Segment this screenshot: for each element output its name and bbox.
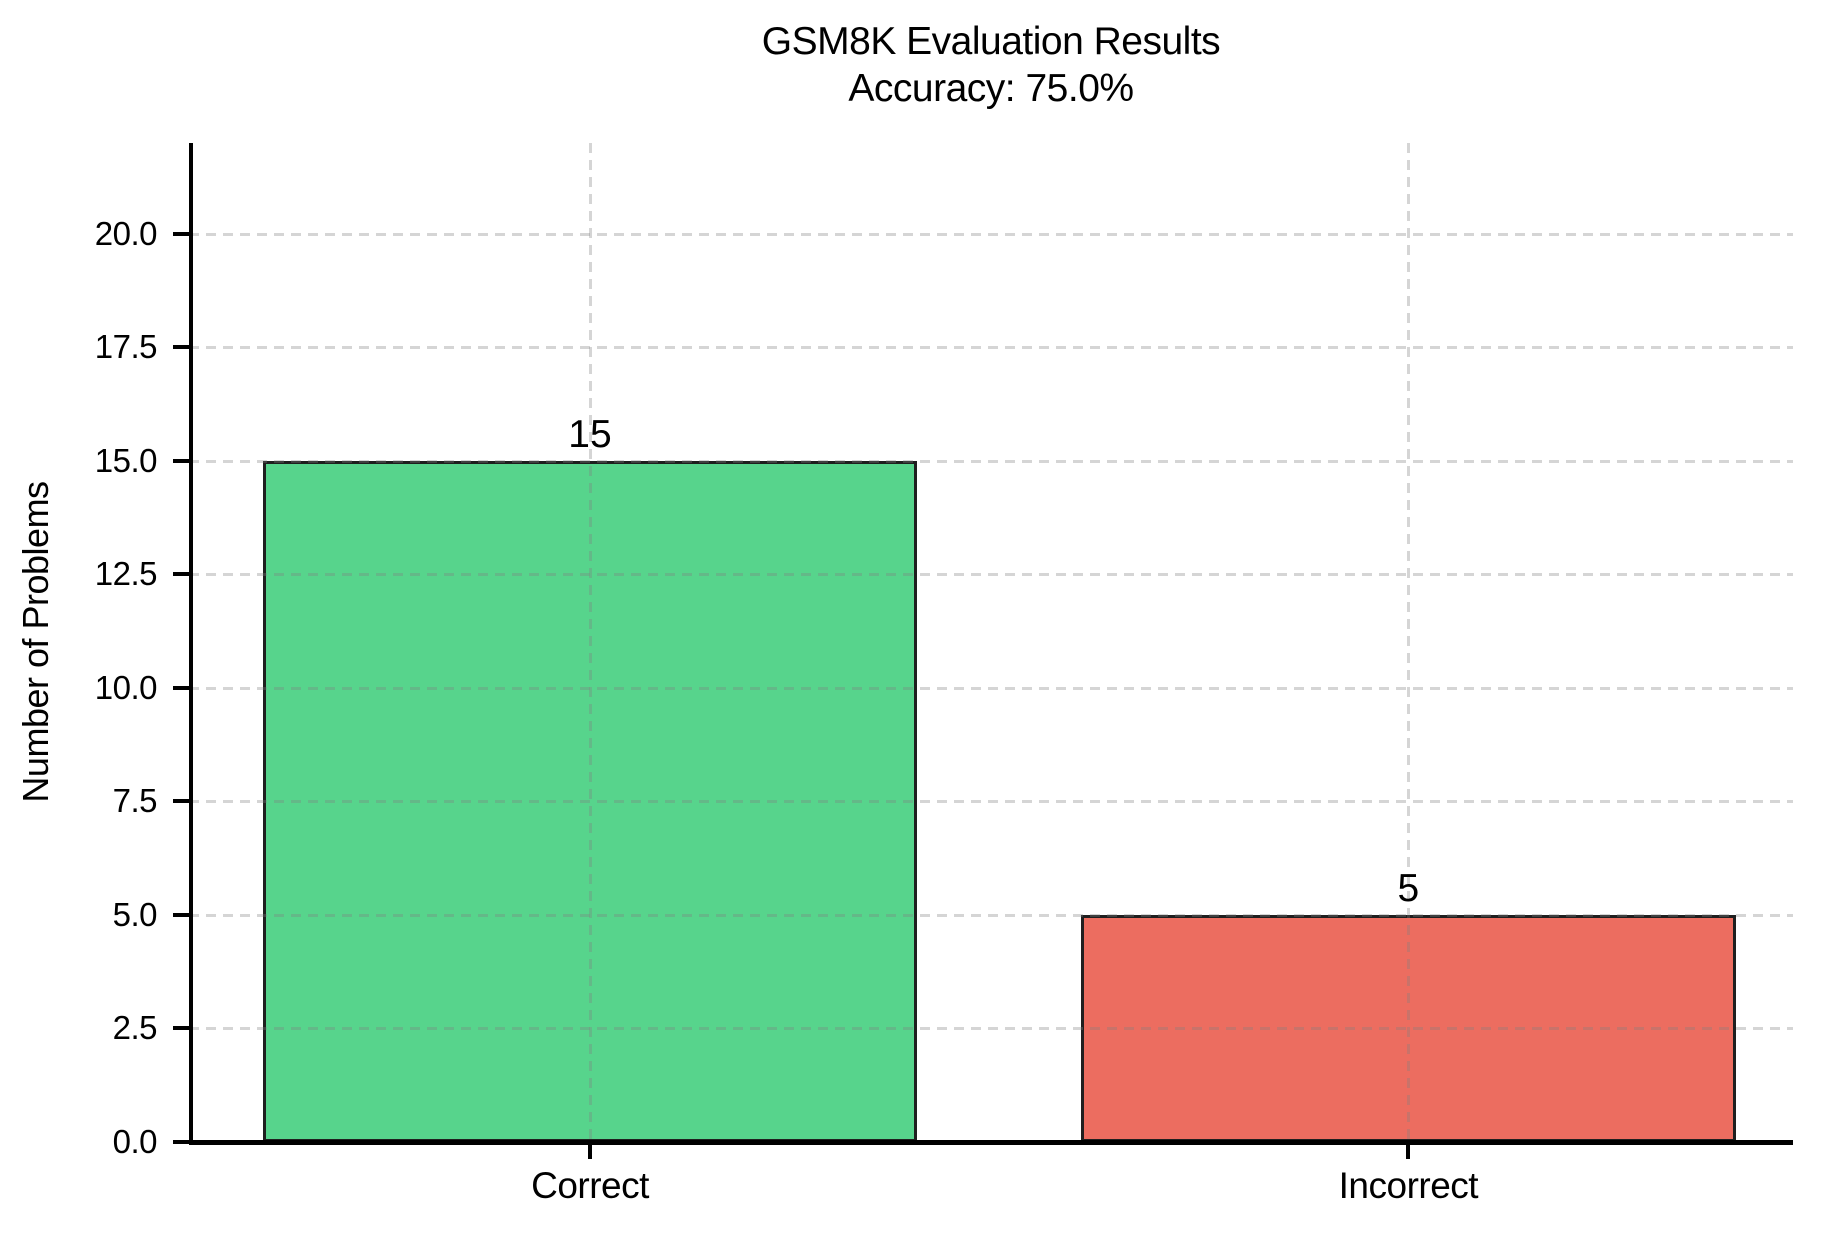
gridline-y-17.5 bbox=[189, 346, 1793, 350]
y-tick-label: 12.5 bbox=[94, 555, 158, 593]
gridline-x-incorrect bbox=[1407, 143, 1411, 1142]
y-tick-7.5 bbox=[173, 799, 189, 804]
y-tick-label: 2.5 bbox=[112, 1009, 158, 1047]
gridline-y-5 bbox=[189, 913, 1793, 917]
y-axis-spine bbox=[189, 143, 193, 1144]
y-tick-label: 0.0 bbox=[112, 1123, 158, 1160]
gridline-y-20 bbox=[189, 232, 1793, 236]
gridline-y-15 bbox=[189, 459, 1793, 463]
y-tick-20 bbox=[173, 231, 189, 236]
gridline-y-10 bbox=[189, 686, 1793, 690]
x-tick-incorrect bbox=[1406, 1145, 1411, 1159]
bar-value-label-correct: 15 bbox=[568, 412, 612, 456]
gridline-x-correct bbox=[589, 143, 592, 1142]
x-axis-spine bbox=[189, 1140, 1793, 1145]
y-tick-label: 17.5 bbox=[94, 328, 158, 366]
bar-incorrect bbox=[1081, 914, 1736, 1142]
gridline-y-2.5 bbox=[189, 1027, 1793, 1031]
y-tick-label: 5.0 bbox=[112, 895, 158, 933]
y-tick-10 bbox=[173, 685, 189, 690]
chart-subtitle: Accuracy: 75.0% bbox=[848, 67, 1134, 110]
y-tick-2.5 bbox=[173, 1026, 189, 1031]
x-tick-label-incorrect: Incorrect bbox=[1338, 1165, 1479, 1206]
y-tick-15 bbox=[173, 458, 189, 463]
y-tick-label: 7.5 bbox=[112, 782, 158, 820]
x-tick-correct bbox=[588, 1145, 592, 1159]
y-tick-label: 15.0 bbox=[94, 441, 158, 479]
bar-value-label-incorrect: 5 bbox=[1397, 866, 1420, 910]
y-tick-12.5 bbox=[173, 572, 189, 577]
chart-title: GSM8K Evaluation Results bbox=[761, 20, 1221, 63]
y-tick-label: 10.0 bbox=[94, 668, 158, 706]
x-tick-label-correct: Correct bbox=[531, 1165, 649, 1206]
bar-correct bbox=[262, 460, 918, 1142]
gridline-y-7.5 bbox=[189, 800, 1793, 804]
gridline-y-12.5 bbox=[189, 573, 1793, 577]
y-tick-0 bbox=[173, 1140, 189, 1144]
y-tick-label: 20.0 bbox=[94, 214, 158, 252]
y-tick-5 bbox=[173, 912, 189, 917]
y-tick-17.5 bbox=[173, 345, 189, 350]
